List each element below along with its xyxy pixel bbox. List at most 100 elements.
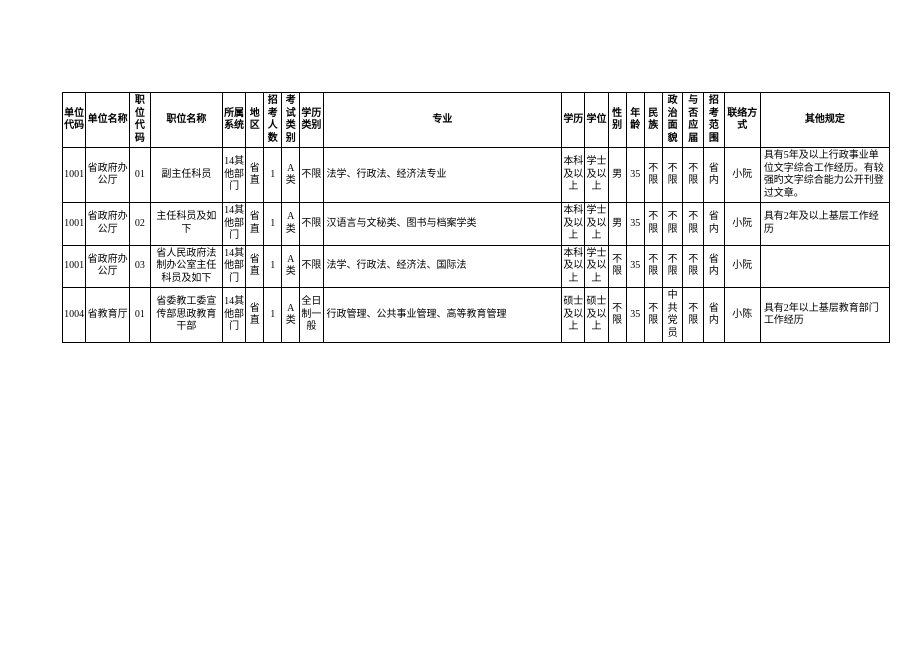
header-unitcode: 单位代码 (63, 93, 86, 148)
cell-major: 行政管理、公共事业管理、高等教育管理 (323, 288, 562, 343)
cell-fresh: 不限 (683, 203, 704, 246)
cell-contact: 小陈 (724, 288, 760, 343)
cell-unitcode: 1001 (63, 245, 86, 288)
cell-region: 省直 (246, 245, 264, 288)
cell-edu: 本科及以上 (562, 245, 585, 288)
cell-num: 1 (264, 203, 282, 246)
cell-edu: 硕士及以上 (562, 288, 585, 343)
cell-other: 具有2年及以上基层工作经历 (760, 203, 889, 246)
header-edu: 学历 (562, 93, 585, 148)
header-examtype: 考试类别 (282, 93, 300, 148)
cell-unitcode: 1001 (63, 148, 86, 203)
cell-nation: 不限 (644, 148, 662, 203)
cell-gender: 不限 (608, 288, 626, 343)
cell-age: 35 (626, 288, 644, 343)
cell-unitname: 省政府办公厅 (86, 148, 130, 203)
table-row: 1004 省教育厅 01 省委教工委宣传部思政教育干部 14其他部门 省直 1 … (63, 288, 890, 343)
cell-unitname: 省政府办公厅 (86, 245, 130, 288)
cell-degree: 学士及以上 (585, 203, 608, 246)
header-poscode: 职位代码 (130, 93, 151, 148)
cell-system: 14其他部门 (222, 245, 245, 288)
cell-num: 1 (264, 245, 282, 288)
cell-unitcode: 1004 (63, 288, 86, 343)
recruitment-table-container: 单位代码 单位名称 职位代码 职位名称 所属系统 地区 招考人数 考试类别 学历… (62, 92, 890, 343)
header-contact: 联络方式 (724, 93, 760, 148)
header-posname: 职位名称 (150, 93, 222, 148)
cell-nation: 不限 (644, 203, 662, 246)
cell-other (760, 245, 889, 288)
cell-degree: 硕士及以上 (585, 288, 608, 343)
header-other: 其他规定 (760, 93, 889, 148)
table-row: 1001 省政府办公厅 03 省人民政府法制办公室主任科员及如下 14其他部门 … (63, 245, 890, 288)
cell-examtype: A类 (282, 148, 300, 203)
header-political: 政治面貌 (662, 93, 683, 148)
header-gender: 性别 (608, 93, 626, 148)
header-fresh: 与否应届 (683, 93, 704, 148)
cell-major: 汉语言与文秘类、图书与档案学类 (323, 203, 562, 246)
header-num: 招考人数 (264, 93, 282, 148)
cell-edu: 本科及以上 (562, 148, 585, 203)
header-system: 所属系统 (222, 93, 245, 148)
cell-fresh: 不限 (683, 245, 704, 288)
cell-edutype: 不限 (300, 203, 323, 246)
cell-age: 35 (626, 203, 644, 246)
cell-edutype: 全日制一般 (300, 288, 323, 343)
cell-contact: 小阮 (724, 148, 760, 203)
cell-political: 不限 (662, 148, 683, 203)
cell-edutype: 不限 (300, 245, 323, 288)
header-major: 专业 (323, 93, 562, 148)
cell-political: 中共党员 (662, 288, 683, 343)
cell-gender: 男 (608, 203, 626, 246)
cell-other: 具有2年以上基层教育部门工作经历 (760, 288, 889, 343)
cell-unitname: 省教育厅 (86, 288, 130, 343)
cell-system: 14其他部门 (222, 148, 245, 203)
table-header-row: 单位代码 单位名称 职位代码 职位名称 所属系统 地区 招考人数 考试类别 学历… (63, 93, 890, 148)
cell-edu: 本科及以上 (562, 203, 585, 246)
cell-age: 35 (626, 148, 644, 203)
cell-contact: 小阮 (724, 245, 760, 288)
cell-posname: 省人民政府法制办公室主任科员及如下 (150, 245, 222, 288)
table-body: 1001 省政府办公厅 01 副主任科员 14其他部门 省直 1 A类 不限 法… (63, 148, 890, 343)
header-degree: 学位 (585, 93, 608, 148)
cell-edutype: 不限 (300, 148, 323, 203)
cell-political: 不限 (662, 245, 683, 288)
cell-region: 省直 (246, 288, 264, 343)
cell-age: 35 (626, 245, 644, 288)
cell-poscode: 03 (130, 245, 151, 288)
cell-gender: 男 (608, 148, 626, 203)
cell-fresh: 不限 (683, 288, 704, 343)
cell-scope: 省内 (704, 245, 725, 288)
cell-contact: 小阮 (724, 203, 760, 246)
header-age: 年龄 (626, 93, 644, 148)
cell-major: 法学、行政法、经济法专业 (323, 148, 562, 203)
cell-scope: 省内 (704, 203, 725, 246)
cell-poscode: 02 (130, 203, 151, 246)
cell-degree: 学士及以上 (585, 148, 608, 203)
table-row: 1001 省政府办公厅 02 主任科员及如下 14其他部门 省直 1 A类 不限… (63, 203, 890, 246)
header-scope: 招考范围 (704, 93, 725, 148)
table-row: 1001 省政府办公厅 01 副主任科员 14其他部门 省直 1 A类 不限 法… (63, 148, 890, 203)
cell-gender: 不限 (608, 245, 626, 288)
cell-examtype: A类 (282, 288, 300, 343)
cell-examtype: A类 (282, 203, 300, 246)
cell-unitname: 省政府办公厅 (86, 203, 130, 246)
cell-system: 14其他部门 (222, 203, 245, 246)
cell-num: 1 (264, 148, 282, 203)
cell-major: 法学、行政法、经济法、国际法 (323, 245, 562, 288)
cell-unitcode: 1001 (63, 203, 86, 246)
cell-region: 省直 (246, 203, 264, 246)
cell-scope: 省内 (704, 148, 725, 203)
header-unitname: 单位名称 (86, 93, 130, 148)
cell-other: 具有5年及以上行政事业单位文字综合工作经历。有较强旳文字综合能力公开刊登过文章。 (760, 148, 889, 203)
cell-posname: 省委教工委宣传部思政教育干部 (150, 288, 222, 343)
cell-political: 不限 (662, 203, 683, 246)
cell-poscode: 01 (130, 288, 151, 343)
cell-system: 14其他部门 (222, 288, 245, 343)
cell-num: 1 (264, 288, 282, 343)
cell-posname: 副主任科员 (150, 148, 222, 203)
cell-fresh: 不限 (683, 148, 704, 203)
header-region: 地区 (246, 93, 264, 148)
cell-nation: 不限 (644, 288, 662, 343)
recruitment-table: 单位代码 单位名称 职位代码 职位名称 所属系统 地区 招考人数 考试类别 学历… (62, 92, 890, 343)
cell-region: 省直 (246, 148, 264, 203)
